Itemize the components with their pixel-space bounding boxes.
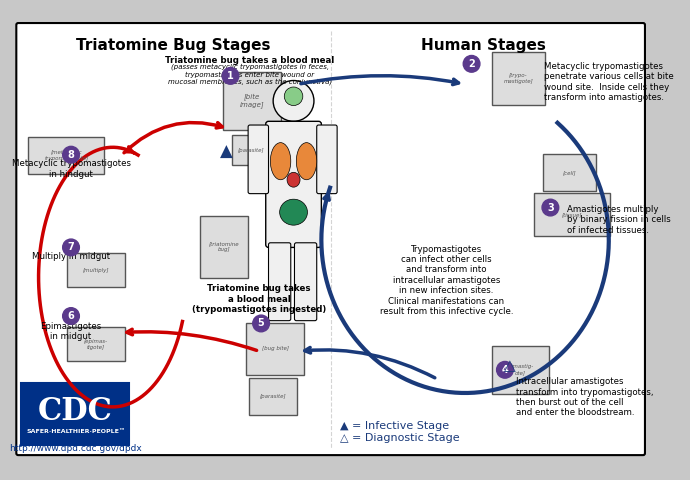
Text: [amastig-
ote]: [amastig- ote]	[508, 364, 534, 375]
Text: [epimas-
tigote]: [epimas- tigote]	[84, 339, 108, 350]
FancyBboxPatch shape	[17, 23, 645, 455]
Text: 2: 2	[469, 59, 475, 69]
Text: Amastigotes multiply
by binary fission in cells
of infected tissues.: Amastigotes multiply by binary fission i…	[567, 205, 671, 235]
Text: ▲ = Infective Stage: ▲ = Infective Stage	[340, 421, 449, 431]
Text: Metacyclic trypomastigotes
penetrate various cells at bite
wound site.  Inside c: Metacyclic trypomastigotes penetrate var…	[544, 62, 673, 102]
Text: http://www.dpd.cdc.gov/dpdx: http://www.dpd.cdc.gov/dpdx	[9, 444, 142, 453]
Text: [cell]: [cell]	[562, 170, 576, 175]
FancyBboxPatch shape	[246, 323, 304, 375]
FancyBboxPatch shape	[223, 72, 281, 130]
Text: 3: 3	[547, 203, 554, 213]
Text: [parasite]: [parasite]	[237, 147, 264, 153]
FancyBboxPatch shape	[266, 121, 322, 247]
Text: 5: 5	[258, 318, 264, 328]
Text: [parasite]: [parasite]	[260, 394, 286, 399]
Text: 4: 4	[502, 365, 509, 375]
Circle shape	[63, 308, 79, 324]
FancyBboxPatch shape	[249, 378, 297, 415]
FancyBboxPatch shape	[317, 125, 337, 193]
Text: △: △	[504, 358, 515, 372]
FancyBboxPatch shape	[200, 216, 248, 278]
Text: [bite
image]: [bite image]	[239, 94, 264, 108]
Text: CDC: CDC	[38, 396, 113, 427]
Text: Triatomine bug takes
a blood meal
(trypomastigotes ingested): Triatomine bug takes a blood meal (trypo…	[192, 284, 326, 314]
Text: [metacyclic
trypomastigote]: [metacyclic trypomastigote]	[44, 150, 88, 161]
Text: 8: 8	[68, 150, 75, 160]
Text: 1: 1	[227, 71, 234, 81]
FancyBboxPatch shape	[543, 154, 596, 191]
Circle shape	[273, 81, 314, 121]
Text: Multiply in midgut: Multiply in midgut	[32, 252, 110, 261]
FancyBboxPatch shape	[68, 253, 125, 288]
FancyBboxPatch shape	[492, 346, 549, 394]
Text: 6: 6	[68, 311, 75, 321]
FancyBboxPatch shape	[533, 192, 610, 236]
Circle shape	[497, 361, 513, 378]
Text: [trypo-
mastigote]: [trypo- mastigote]	[504, 73, 533, 84]
Ellipse shape	[287, 172, 300, 187]
Text: [bug bite]: [bug bite]	[262, 347, 288, 351]
Text: [tissue]: [tissue]	[562, 212, 582, 217]
Text: 7: 7	[68, 242, 75, 252]
Circle shape	[63, 239, 79, 256]
Ellipse shape	[270, 143, 290, 180]
Text: Human Stages: Human Stages	[421, 38, 546, 53]
FancyBboxPatch shape	[268, 243, 290, 321]
Text: SAFER·HEALTHIER·PEOPLE™: SAFER·HEALTHIER·PEOPLE™	[26, 430, 125, 434]
Circle shape	[284, 87, 303, 106]
Text: △ = Diagnostic Stage: △ = Diagnostic Stage	[340, 433, 460, 443]
FancyBboxPatch shape	[295, 243, 317, 321]
FancyBboxPatch shape	[21, 383, 130, 445]
Circle shape	[253, 315, 269, 332]
Circle shape	[542, 199, 559, 216]
Text: Trypomastigotes
can infect other cells
and transform into
intracellular amastigo: Trypomastigotes can infect other cells a…	[380, 245, 513, 316]
FancyBboxPatch shape	[28, 137, 104, 174]
Text: ▲: ▲	[219, 143, 233, 161]
Text: Epimastigotes
in midgut: Epimastigotes in midgut	[41, 322, 101, 341]
Text: [triatomine
bug]: [triatomine bug]	[208, 241, 239, 252]
Ellipse shape	[279, 199, 308, 225]
Ellipse shape	[296, 143, 317, 180]
Text: Intracellular amastigotes
transform into trypomastigotes,
then burst out of the : Intracellular amastigotes transform into…	[516, 377, 653, 418]
Text: Triatomine Bug Stages: Triatomine Bug Stages	[76, 38, 270, 53]
Circle shape	[63, 146, 79, 163]
Text: [multiply]: [multiply]	[83, 268, 109, 273]
FancyBboxPatch shape	[68, 327, 125, 361]
Text: Triatomine bug takes a blood meal: Triatomine bug takes a blood meal	[166, 57, 335, 65]
FancyBboxPatch shape	[492, 52, 545, 105]
Text: (passes metacyclic trypomastigotes in feces,
trypomastigotes enter bite wound or: (passes metacyclic trypomastigotes in fe…	[168, 64, 332, 85]
Circle shape	[222, 68, 239, 84]
Text: Metacyclic trypomastigotes
in hindgut: Metacyclic trypomastigotes in hindgut	[12, 159, 130, 179]
FancyBboxPatch shape	[233, 135, 269, 165]
Circle shape	[463, 56, 480, 72]
FancyBboxPatch shape	[248, 125, 268, 193]
